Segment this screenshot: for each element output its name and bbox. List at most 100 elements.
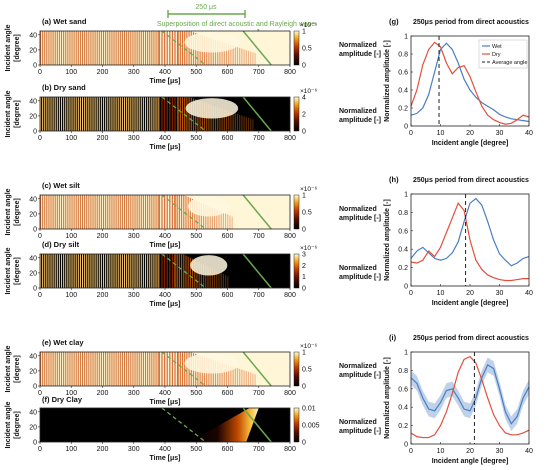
heatmap-event-stripe: [196, 200, 198, 229]
x-axis-label: Time [μs]: [150, 455, 181, 462]
x-tick-label: 500: [190, 292, 202, 299]
heatmap-stripe: [86, 31, 88, 65]
panel-title: (d) Dry silt: [42, 240, 80, 249]
heatmap-stripe: [65, 97, 67, 131]
heatmap-stripe: [145, 352, 147, 386]
rayleigh-wave-line: [242, 194, 272, 230]
heatmap-stripe: [40, 352, 42, 386]
colorbar-tick-label: 1: [302, 274, 306, 281]
legend-entry: Average angle: [492, 60, 527, 66]
heatmap-event-highlight: [187, 196, 230, 217]
heatmap-event-stripe: [214, 106, 217, 131]
heatmap-transition-stripe: [169, 352, 171, 386]
x-tick-label: 20: [466, 448, 474, 455]
heatmap-event-stripe: [188, 352, 190, 386]
heatmap-stripe: [115, 352, 117, 386]
heatmap-stripe: [61, 31, 63, 65]
x-tick-label: 800: [284, 292, 296, 299]
heatmap-stripe: [90, 97, 92, 131]
heatmap-stripe: [126, 254, 128, 288]
heatmap-stripe: [75, 31, 77, 65]
plot-area: [411, 352, 529, 444]
x-tick-label: 300: [128, 135, 140, 142]
y-axis-label: Normalized amplitude [-]: [384, 40, 391, 122]
x-tick-label: 0: [38, 446, 42, 453]
heatmap-stripe: [126, 97, 128, 131]
heatmap-event-stripe: [245, 371, 247, 386]
heatmap-transition-stripe: [158, 97, 161, 131]
y-tick-label: 20: [29, 47, 37, 54]
heatmap-event-stripe: [254, 53, 256, 65]
heatmap-stripe: [103, 97, 105, 131]
heatmap-stripe: [98, 195, 100, 229]
colorbar-exponent: ×10⁻⁶: [300, 245, 317, 252]
colorbar-label-line: Normalized: [339, 108, 377, 115]
heatmap-transition-stripe: [163, 31, 166, 65]
heatmap-stripe: [42, 97, 44, 131]
x-tick-label: 100: [65, 135, 77, 142]
heatmap-stripe: [96, 254, 98, 288]
heatmap-event-highlight: [190, 255, 228, 276]
direct-acoustic-line: [161, 194, 207, 230]
heatmap-stripe: [142, 254, 144, 288]
x-tick-label: 500: [190, 446, 202, 453]
heatmap-event-stripe: [239, 47, 241, 65]
heatmap-stripe: [84, 97, 86, 131]
heatmap-stripe: [103, 195, 105, 229]
x-tick-label: 800: [284, 233, 296, 240]
heatmap-event-stripe: [223, 363, 225, 386]
direct-acoustic-line: [161, 407, 207, 443]
heatmap-event-stripe: [186, 352, 188, 386]
y-axis-label-line: [degree]: [14, 198, 21, 226]
heatmap-stripe: [111, 195, 113, 229]
heatmap-event-stripe: [174, 195, 176, 229]
heatmap-stripe: [77, 195, 79, 229]
heatmap-stripe: [103, 254, 105, 288]
heatmap-stripe: [115, 195, 117, 229]
heatmap-stripe: [46, 352, 48, 386]
heatmap-stripe: [100, 254, 102, 288]
heatmap-event-stripe: [230, 44, 232, 65]
heatmap-stripe: [155, 195, 157, 229]
heatmap-event-stripe: [207, 205, 209, 229]
heatmap-transition-stripe: [166, 97, 168, 131]
heatmap-stripe: [105, 97, 107, 131]
heatmap-stripe: [90, 31, 92, 65]
heatmap-stripe: [84, 352, 86, 386]
heatmap-stripe: [107, 31, 109, 65]
heatmap-stripe: [109, 195, 111, 229]
heatmap-event-stripe: [224, 275, 227, 288]
heatmap-stripe: [69, 97, 71, 131]
heatmap-stripe: [147, 254, 149, 288]
heatmap-stripe: [90, 254, 92, 288]
heatmap-event-stripe: [224, 213, 227, 229]
heatmap-stripe: [75, 352, 77, 386]
heatmap-stripe: [63, 195, 65, 229]
heatmap-stripe: [50, 254, 52, 288]
heatmap-stripe: [119, 31, 121, 65]
x-tick-label: 500: [190, 135, 202, 142]
heatmap-transition-stripe: [158, 195, 161, 229]
x-tick-label: 20: [466, 290, 474, 297]
heatmap-transition-stripe: [169, 97, 171, 131]
heatmap-transition-stripe: [161, 31, 163, 65]
y-tick-label: 1: [404, 34, 408, 41]
x-axis-label: Time [μs]: [150, 78, 181, 85]
series-line-wet: [410, 364, 530, 425]
heatmap-transition-stripe: [171, 97, 174, 131]
heatmap-stripe: [136, 254, 138, 288]
heatmap-stripe: [136, 352, 138, 386]
heatmap-stripe: [119, 97, 121, 131]
heatmap-event-stripe: [189, 257, 191, 288]
x-tick-label: 700: [253, 446, 265, 453]
heatmap-transition-stripe: [169, 254, 171, 288]
heatmap-stripe: [151, 31, 153, 65]
colorbar-tick-label: 0.01: [302, 406, 316, 413]
colorbar-tick-label: 0.5: [302, 367, 312, 374]
heatmap-event-stripe: [179, 97, 181, 131]
x-tick-label: 30: [496, 290, 504, 297]
y-axis-label: Normalized amplitude [-]: [384, 199, 391, 281]
heatmap-stripe: [113, 31, 115, 65]
heatmap-stripe: [73, 31, 75, 65]
